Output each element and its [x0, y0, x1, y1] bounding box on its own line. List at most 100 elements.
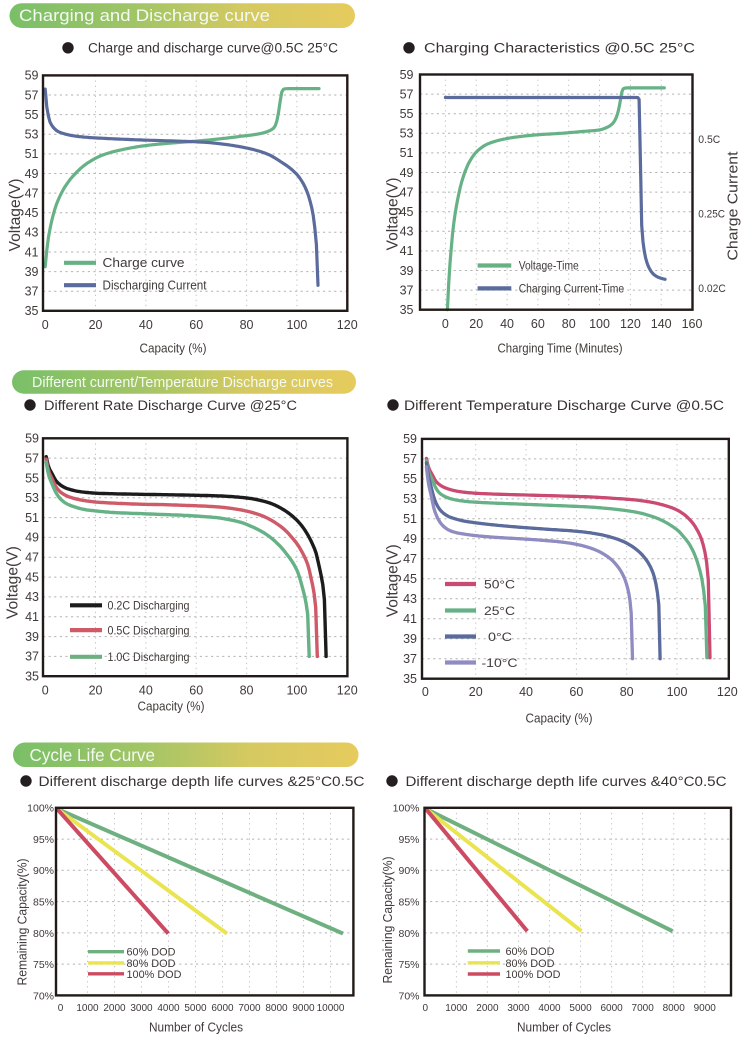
svg-text:40: 40	[500, 317, 514, 331]
svg-text:Charge Current: Charge Current	[725, 151, 742, 261]
svg-text:60% DOD: 60% DOD	[506, 946, 555, 958]
svg-text:Different Temperature Discharg: Different Temperature Discharge Curve @0…	[404, 398, 724, 413]
svg-text:Charge and discharge curve@0.5: Charge and discharge curve@0.5C 25°C	[88, 41, 338, 56]
svg-text:95%: 95%	[398, 834, 419, 846]
svg-text:120: 120	[337, 318, 358, 332]
svg-text:59: 59	[25, 69, 39, 83]
svg-text:80: 80	[562, 317, 576, 331]
svg-text:20: 20	[469, 685, 483, 699]
svg-text:85%: 85%	[33, 897, 54, 909]
svg-text:2000: 2000	[103, 1003, 126, 1014]
svg-text:80% DOD: 80% DOD	[506, 958, 555, 970]
svg-text:Voltage(V): Voltage(V)	[385, 178, 402, 251]
svg-text:Capacity (%): Capacity (%)	[140, 341, 207, 356]
svg-text:80%: 80%	[33, 928, 54, 940]
svg-text:Charging Current-Time: Charging Current-Time	[519, 283, 625, 295]
svg-text:100%: 100%	[27, 803, 54, 815]
svg-text:100% DOD: 100% DOD	[506, 969, 561, 981]
svg-text:9000: 9000	[292, 1003, 315, 1014]
svg-text:47: 47	[25, 186, 39, 200]
svg-text:85%: 85%	[398, 897, 419, 909]
svg-text:37: 37	[400, 283, 414, 297]
svg-text:Voltage(V): Voltage(V)	[5, 546, 22, 619]
svg-text:55: 55	[400, 107, 414, 121]
svg-text:49: 49	[400, 166, 414, 180]
svg-text:60: 60	[189, 318, 203, 332]
svg-text:1000: 1000	[76, 1003, 99, 1014]
svg-text:Voltage(V): Voltage(V)	[385, 544, 402, 617]
svg-text:43: 43	[25, 590, 39, 604]
svg-text:0: 0	[422, 685, 429, 699]
svg-text:1.0C Discharging: 1.0C Discharging	[108, 650, 190, 664]
svg-text:4000: 4000	[538, 1003, 561, 1014]
svg-text:20: 20	[89, 318, 103, 332]
svg-text:-10°C: -10°C	[482, 656, 518, 670]
svg-text:45: 45	[403, 572, 417, 586]
svg-text:60% DOD: 60% DOD	[127, 947, 176, 959]
svg-text:5000: 5000	[184, 1003, 207, 1014]
svg-text:40: 40	[139, 684, 153, 698]
svg-text:9000: 9000	[694, 1003, 717, 1014]
svg-text:Different Rate Discharge Curve: Different Rate Discharge Curve @25°C	[44, 398, 297, 413]
svg-text:Charging Characteristics @0.5C: Charging Characteristics @0.5C 25°C	[424, 41, 695, 56]
svg-text:0: 0	[423, 1003, 429, 1014]
svg-text:120: 120	[337, 684, 358, 698]
svg-text:59: 59	[25, 432, 39, 446]
svg-text:0: 0	[58, 1003, 64, 1014]
svg-text:0.5C Discharging: 0.5C Discharging	[108, 623, 190, 637]
svg-text:43: 43	[25, 226, 39, 240]
svg-text:80% DOD: 80% DOD	[127, 958, 176, 970]
svg-text:100%: 100%	[393, 803, 420, 815]
svg-text:59: 59	[403, 432, 417, 446]
svg-text:7000: 7000	[632, 1003, 655, 1014]
svg-text:59: 59	[400, 68, 414, 82]
svg-text:5000: 5000	[569, 1003, 592, 1014]
svg-text:20: 20	[89, 684, 103, 698]
svg-text:4000: 4000	[157, 1003, 180, 1014]
svg-text:35: 35	[400, 303, 414, 317]
svg-text:39: 39	[25, 630, 39, 644]
svg-text:140: 140	[651, 317, 672, 331]
svg-text:57: 57	[403, 452, 417, 466]
svg-text:49: 49	[403, 532, 417, 546]
svg-text:40: 40	[139, 318, 153, 332]
svg-text:Cycle Life Curve: Cycle Life Curve	[30, 745, 156, 765]
svg-text:60: 60	[569, 685, 583, 699]
svg-text:0.02C: 0.02C	[698, 283, 726, 295]
svg-text:80: 80	[620, 685, 634, 699]
svg-text:3000: 3000	[130, 1003, 153, 1014]
svg-text:0: 0	[442, 317, 449, 331]
svg-text:Voltage-Time: Voltage-Time	[519, 261, 579, 273]
svg-text:0.5C: 0.5C	[698, 134, 720, 146]
svg-text:45: 45	[400, 205, 414, 219]
svg-text:39: 39	[400, 264, 414, 278]
svg-text:Discharging Current: Discharging Current	[103, 279, 207, 293]
svg-text:120: 120	[717, 685, 738, 699]
svg-text:55: 55	[403, 472, 417, 486]
svg-text:Number of Cycles: Number of Cycles	[149, 1021, 243, 1035]
svg-text:57: 57	[25, 88, 39, 102]
svg-text:Charging and Discharge curve: Charging and Discharge curve	[19, 7, 270, 25]
svg-text:Capacity (%): Capacity (%)	[138, 699, 205, 714]
svg-text:95%: 95%	[33, 834, 54, 846]
svg-text:0: 0	[42, 684, 49, 698]
svg-text:100% DOD: 100% DOD	[127, 969, 182, 981]
svg-text:57: 57	[25, 451, 39, 465]
svg-text:49: 49	[25, 167, 39, 181]
svg-text:90%: 90%	[398, 865, 419, 877]
svg-text:120: 120	[620, 317, 641, 331]
svg-text:47: 47	[25, 551, 39, 565]
svg-text:Capacity (%): Capacity (%)	[526, 711, 593, 726]
svg-text:7000: 7000	[238, 1003, 261, 1014]
svg-text:55: 55	[25, 471, 39, 485]
svg-text:Voltage(V): Voltage(V)	[7, 179, 24, 252]
svg-text:75%: 75%	[398, 959, 419, 971]
svg-text:Different current/Temperature: Different current/Temperature Discharge …	[32, 375, 333, 391]
svg-text:8000: 8000	[265, 1003, 288, 1014]
svg-text:37: 37	[403, 652, 417, 666]
svg-text:35: 35	[25, 304, 39, 318]
svg-text:8000: 8000	[663, 1003, 686, 1014]
svg-text:0°C: 0°C	[488, 630, 512, 644]
svg-text:41: 41	[400, 244, 414, 258]
svg-text:47: 47	[400, 185, 414, 199]
